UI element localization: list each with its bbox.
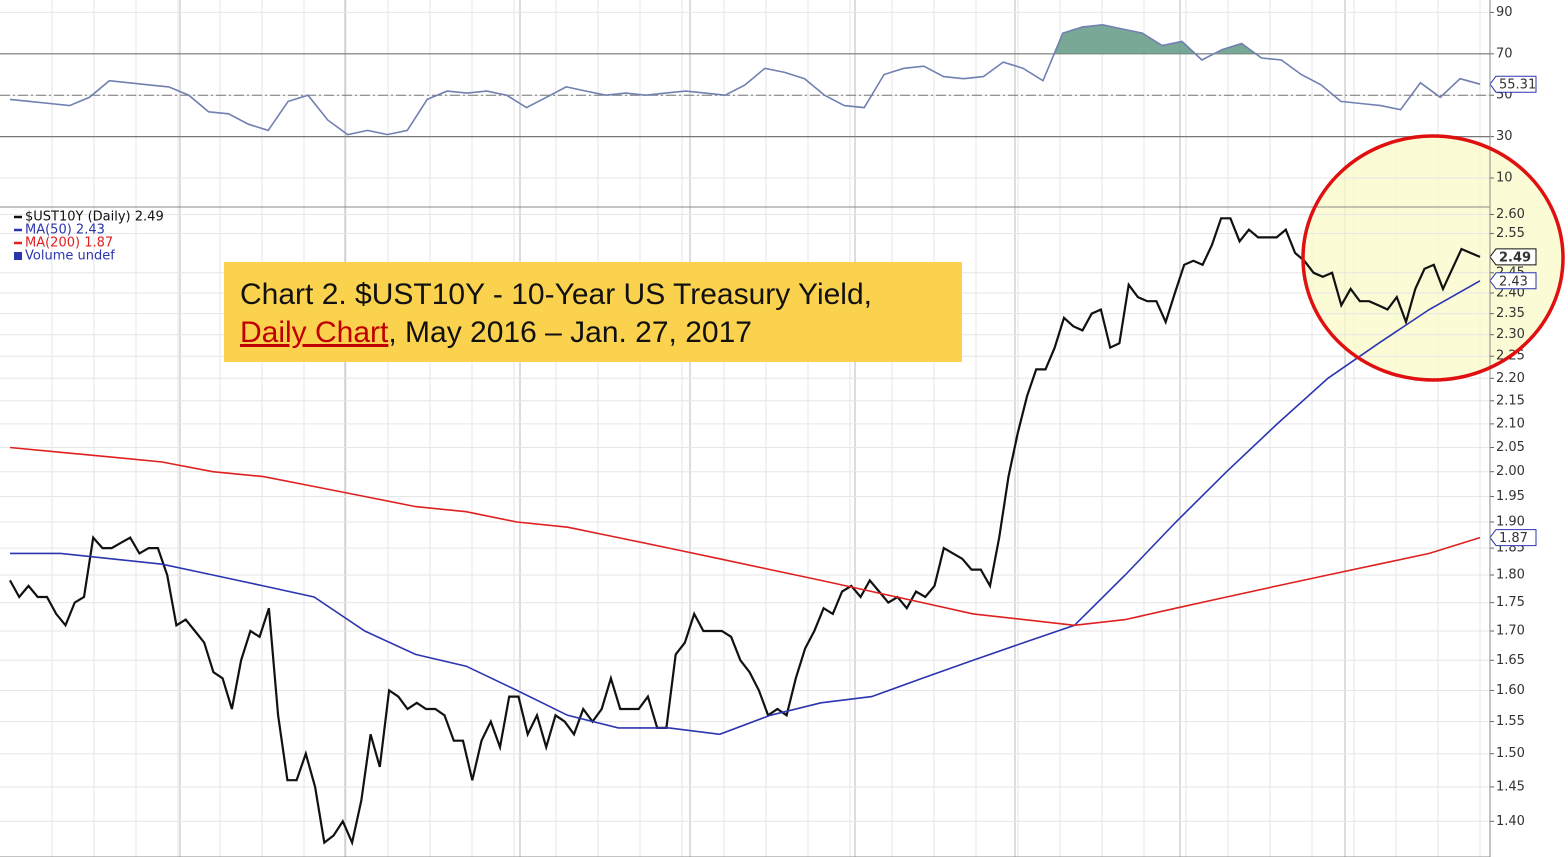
y-tick-label: 1.40 (1496, 814, 1525, 829)
y-tick-label: 2.60 (1496, 207, 1525, 222)
value-tag-label: 2.43 (1499, 274, 1528, 289)
annotation-text: , May 2016 – Jan. 27, 2017 (388, 316, 752, 349)
series-line (9, 217, 1481, 847)
y-tick-label: 1.95 (1496, 489, 1525, 504)
y-tick-label: 2.55 (1496, 226, 1525, 241)
y-tick-label: 2.10 (1496, 416, 1525, 431)
value-tag-label: 55.31 (1499, 78, 1536, 93)
y-tick-label: 2.30 (1496, 327, 1525, 342)
y-tick-label: 2.00 (1496, 464, 1525, 479)
y-tick-label: 1.60 (1496, 683, 1525, 698)
series-line (9, 446, 1481, 627)
annotation-box: Chart 2. $UST10Y - 10-Year US Treasury Y… (224, 262, 962, 362)
y-tick-label: 1.65 (1496, 653, 1525, 668)
y-tick-label: 30 (1496, 129, 1513, 144)
y-tick-label: 1.80 (1496, 567, 1525, 582)
y-tick-label: 90 (1496, 5, 1513, 20)
y-tick-label: 2.20 (1496, 371, 1525, 386)
y-tick-label: 1.75 (1496, 595, 1525, 610)
annotation-link: Daily Chart (240, 316, 389, 349)
annotation-line: Chart 2. $UST10Y - 10-Year US Treasury Y… (240, 278, 872, 311)
y-tick-label: 2.15 (1496, 393, 1525, 408)
value-tag (1489, 75, 1537, 93)
y-tick-label: 2.35 (1496, 306, 1525, 321)
legend-icon (14, 252, 22, 260)
y-tick-label: 70 (1496, 46, 1513, 61)
legend-label: Volume undef (25, 249, 115, 264)
series-line (10, 280, 1481, 736)
legend-label: $UST10Y (Daily) 2.49 (25, 210, 164, 225)
value-tag-label: 2.49 (1499, 250, 1531, 265)
legend-label: MA(200) 1.87 (25, 236, 113, 251)
plot-background (0, 0, 1490, 857)
y-tick-label: 2.05 (1496, 440, 1525, 455)
y-tick-label: 10 (1496, 171, 1513, 186)
value-tag (1489, 529, 1537, 547)
overbought-fill (1054, 24, 1256, 54)
y-tick-label: 1.90 (1496, 514, 1525, 529)
y-tick-label: 1.50 (1496, 746, 1525, 761)
series-line (9, 23, 1481, 136)
annotation-line: Daily Chart, May 2016 – Jan. 27, 2017 (240, 314, 946, 352)
y-tick-label: 1.70 (1496, 624, 1525, 639)
highlight-fill (1303, 136, 1563, 380)
value-tag-label: 1.87 (1499, 531, 1528, 546)
y-tick-label: 1.45 (1496, 779, 1525, 794)
y-tick-label: 1.55 (1496, 714, 1525, 729)
highlight-circle (1301, 134, 1565, 382)
legend-label: MA(50) 2.43 (25, 223, 105, 238)
value-tag (1489, 272, 1537, 290)
value-tag (1489, 248, 1537, 266)
